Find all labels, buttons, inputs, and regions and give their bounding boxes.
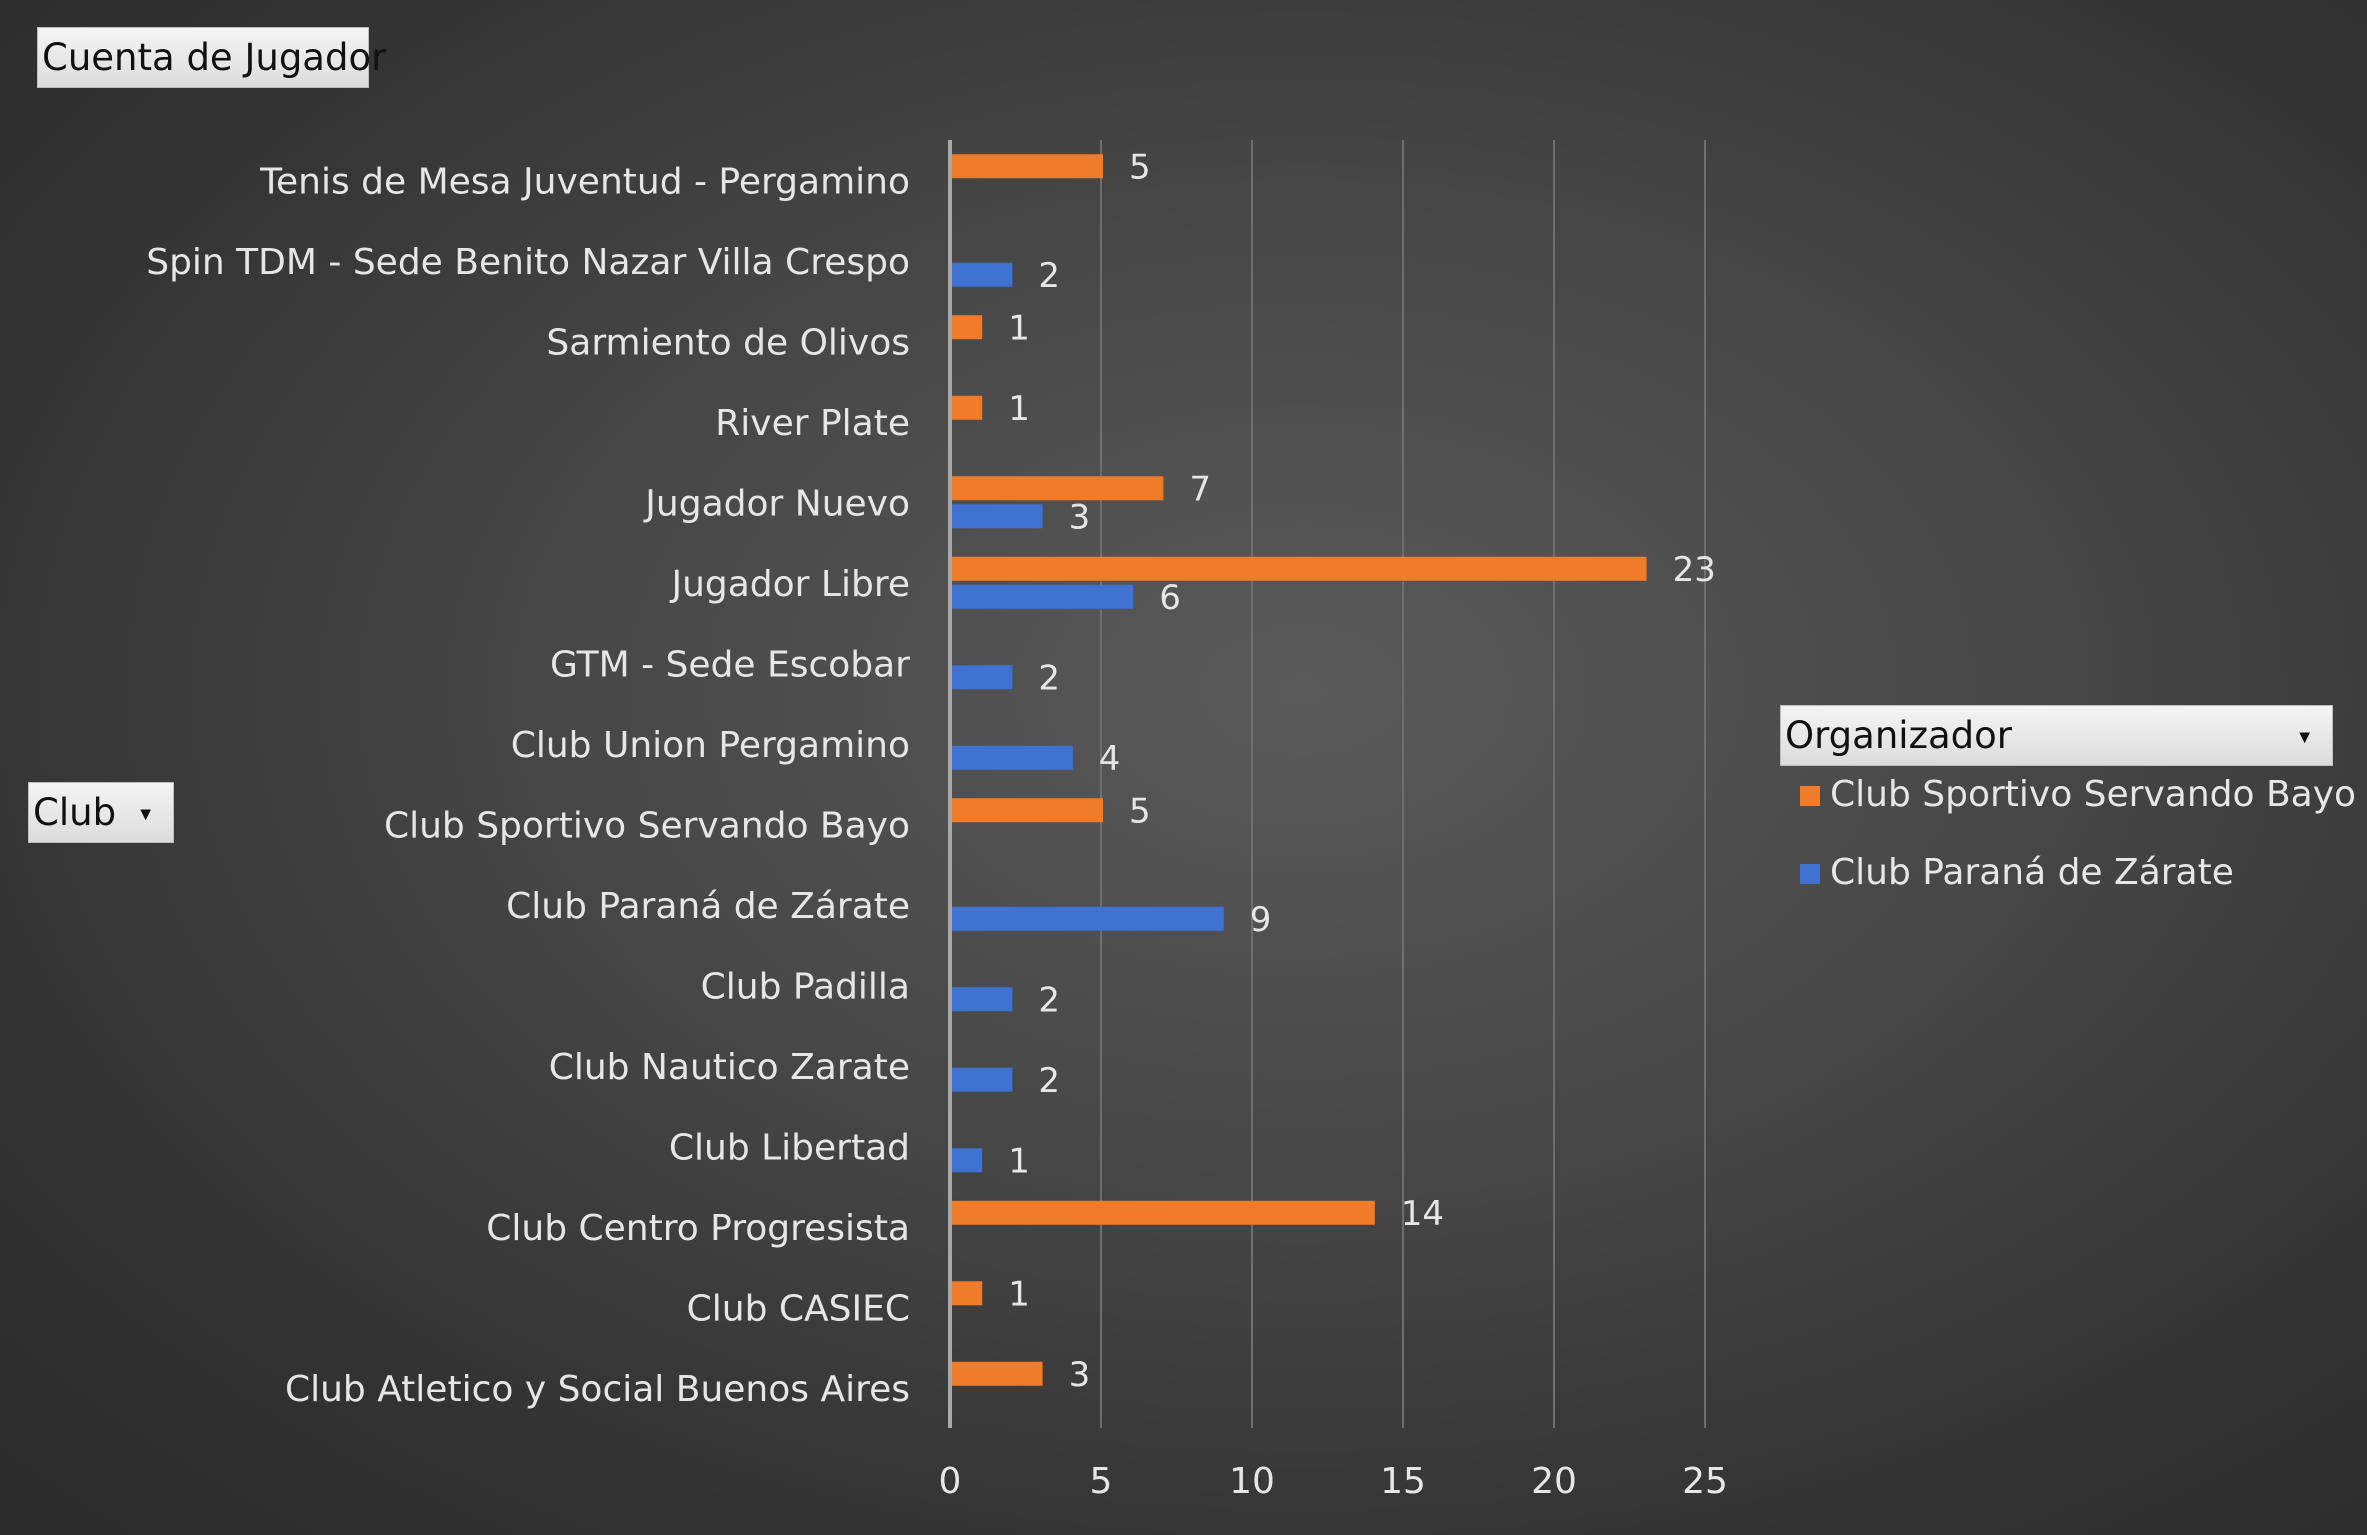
category-label: Spin TDM - Sede Benito Nazar Villa Cresp… <box>146 242 910 283</box>
bar <box>952 556 1647 581</box>
data-label: 2 <box>1038 1061 1060 1101</box>
x-tick-label: 0 <box>939 1461 962 1502</box>
data-label: 3 <box>1069 497 1091 537</box>
data-label: 7 <box>1189 469 1211 509</box>
category-label: GTM - Sede Escobar <box>550 644 910 685</box>
category-label: Club Union Pergamino <box>511 725 910 766</box>
category-label: Club Sportivo Servando Bayo <box>384 805 910 846</box>
legend-field-button[interactable]: Organizador ▼ <box>1780 705 2333 766</box>
bar <box>952 987 1013 1012</box>
data-label: 14 <box>1401 1194 1444 1234</box>
data-label: 2 <box>1038 256 1060 296</box>
data-label: 1 <box>1008 1274 1030 1314</box>
x-tick-label: 25 <box>1682 1461 1728 1502</box>
category-label: Sarmiento de Olivos <box>546 322 910 363</box>
data-label: 2 <box>1038 658 1060 698</box>
bar <box>952 1067 1013 1092</box>
legend-entry: Club Sportivo Servando Bayo <box>1830 774 2356 815</box>
data-label: 1 <box>1008 1141 1030 1181</box>
bar <box>952 504 1043 529</box>
x-tick-label: 20 <box>1531 1461 1577 1502</box>
axis-field-button[interactable]: Club ▼ <box>28 782 174 843</box>
data-label: 6 <box>1159 578 1181 618</box>
category-label: Club Padilla <box>701 966 910 1007</box>
bar <box>952 1200 1375 1225</box>
values-field-button[interactable]: Cuenta de Jugador <box>37 27 386 88</box>
legend-entry: Club Paraná de Zárate <box>1830 852 2234 893</box>
category-label: Jugador Nuevo <box>643 483 910 524</box>
data-label: 1 <box>1008 389 1030 429</box>
data-label: 2 <box>1038 980 1060 1020</box>
category-label: Club Paraná de Zárate <box>506 886 910 927</box>
legend-field-label: Organizador <box>1785 714 2013 757</box>
data-label: 5 <box>1129 147 1151 187</box>
dropdown-arrow-icon[interactable]: ▼ <box>140 806 151 823</box>
x-tick-label: 15 <box>1380 1461 1426 1502</box>
data-label: 3 <box>1069 1355 1091 1395</box>
x-tick-label: 10 <box>1229 1461 1275 1502</box>
category-label: Club Nautico Zarate <box>549 1047 910 1088</box>
bar <box>952 798 1103 823</box>
data-label: 1 <box>1008 308 1030 348</box>
category-label: Jugador Libre <box>669 564 910 605</box>
data-label: 5 <box>1129 791 1151 831</box>
category-label: River Plate <box>715 403 910 444</box>
category-label: Club Centro Progresista <box>486 1208 910 1249</box>
axis-field-label: Club <box>33 791 117 834</box>
legend-swatch <box>1800 864 1820 884</box>
values-field-label: Cuenta de Jugador <box>42 36 387 79</box>
legend-swatch <box>1800 786 1820 806</box>
data-label: 4 <box>1099 739 1121 779</box>
bar <box>952 1281 983 1306</box>
bar <box>952 906 1224 931</box>
category-label: Club Atletico y Social Buenos Aires <box>285 1369 910 1410</box>
dropdown-arrow-icon[interactable]: ▼ <box>2299 729 2310 746</box>
category-label: Tenis de Mesa Juventud - Pergamino <box>259 161 910 202</box>
category-label: Club CASIEC <box>687 1288 910 1329</box>
category-label: Club Libertad <box>669 1127 910 1168</box>
bar <box>952 584 1134 609</box>
bar <box>952 1361 1043 1386</box>
x-tick-label: 5 <box>1090 1461 1113 1502</box>
bar <box>952 262 1013 287</box>
bar <box>952 315 983 340</box>
data-label: 23 <box>1673 550 1716 590</box>
bar <box>952 1148 983 1173</box>
data-label: 9 <box>1250 900 1272 940</box>
bar <box>952 154 1103 179</box>
bar <box>952 745 1073 770</box>
bar <box>952 395 983 420</box>
bar <box>952 476 1164 501</box>
bar <box>952 665 1013 690</box>
